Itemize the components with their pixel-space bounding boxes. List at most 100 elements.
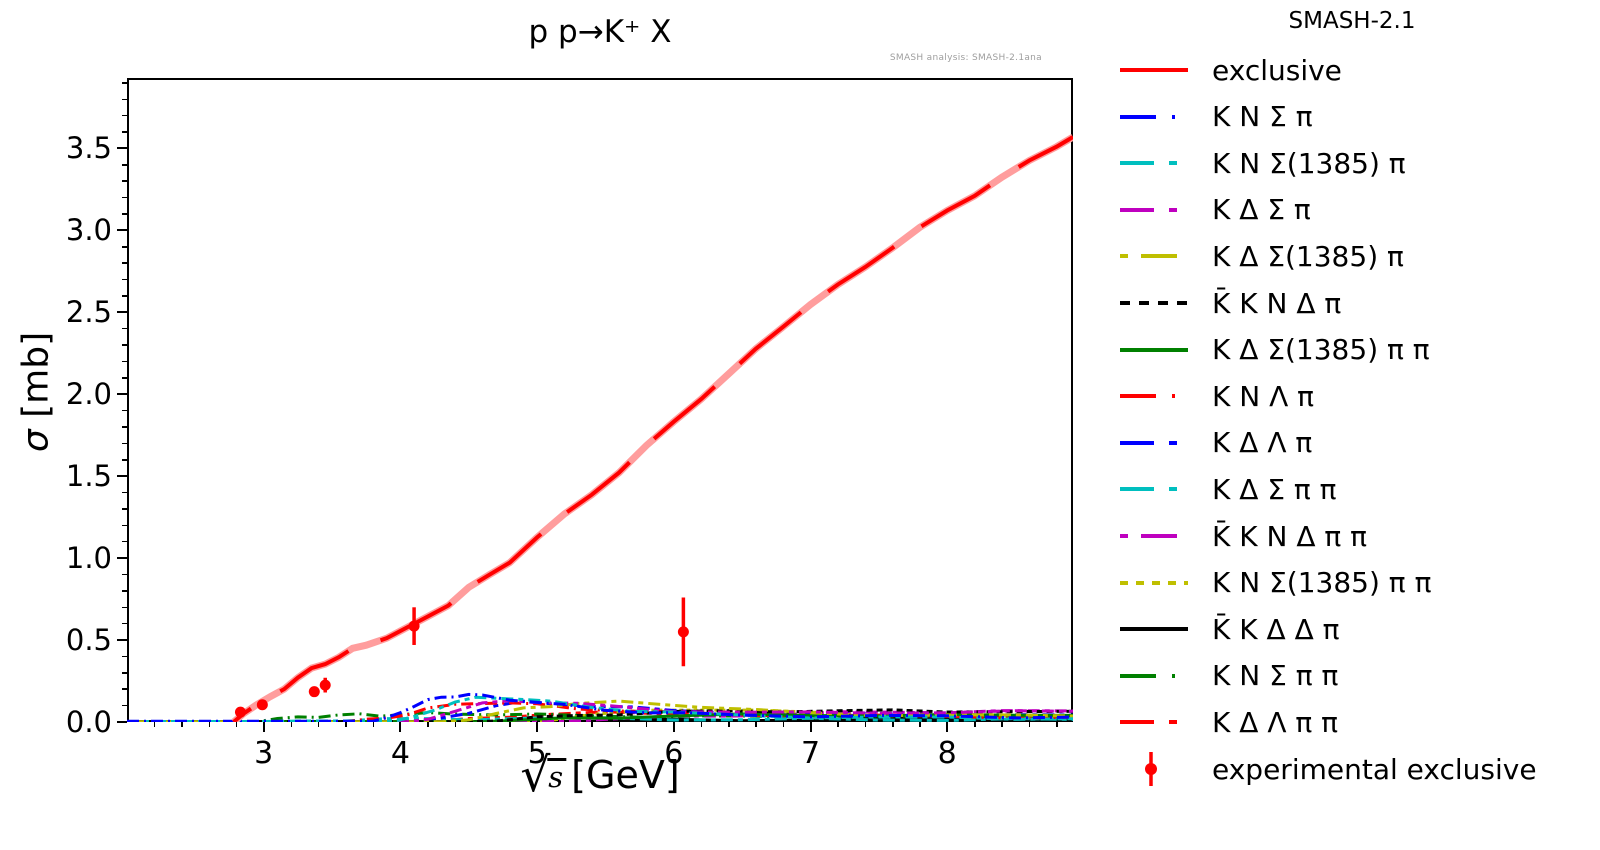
x-minor-tick	[782, 722, 785, 727]
x-minor-tick	[153, 722, 156, 727]
x-axis-unit: [GeV]	[571, 753, 680, 797]
legend-entry-k: K Δ Σ π	[1118, 187, 1311, 233]
y-major-tick	[117, 721, 127, 723]
x-minor-tick	[618, 722, 621, 727]
series-line-exclusive	[232, 135, 1073, 722]
legend-entry-k-1385: K Δ Σ(1385) π π	[1118, 327, 1430, 373]
x-minor-tick	[755, 722, 757, 727]
y-tick-label: 1.0	[65, 541, 112, 576]
legend-entry-k-k-n: K̄ K N Δ π	[1118, 280, 1341, 326]
x-minor-tick	[345, 722, 347, 727]
legend-entry-experimental-exclusive: experimental exclusive	[1118, 746, 1537, 792]
experimental-point-5	[677, 597, 689, 667]
data-marker	[234, 706, 246, 718]
legend-entry-k: K Δ Σ π π	[1118, 466, 1337, 512]
y-tick-label: 1.5	[65, 459, 112, 494]
chart-title: p p→K⁺ X	[528, 14, 672, 50]
y-minor-tick	[122, 672, 127, 674]
data-marker	[256, 699, 268, 711]
x-minor-tick	[509, 722, 511, 727]
x-tick-label: 8	[937, 736, 957, 771]
legend-line-swatch	[1120, 207, 1188, 212]
y-minor-tick	[122, 491, 127, 494]
sqrt-radicand-s: s	[547, 758, 567, 792]
y-minor-tick	[122, 295, 127, 297]
legend-entry-label: K Δ Σ π	[1212, 193, 1311, 227]
x-minor-tick	[864, 722, 867, 727]
y-tick-label: 2.5	[65, 295, 112, 330]
legend-entry-label: experimental exclusive	[1212, 752, 1537, 786]
x-major-tick	[399, 722, 402, 732]
y-minor-tick	[122, 426, 127, 428]
legend-entry-label: K N Λ π	[1212, 379, 1315, 413]
legend-errorbar-marker	[1145, 752, 1157, 786]
y-tick-label: 3.5	[65, 131, 112, 166]
legend-entry-k-k-n: K̄ K N Δ π π	[1118, 513, 1367, 559]
x-minor-tick	[454, 722, 457, 727]
experimental-point-3	[319, 677, 331, 693]
legend-entry-k-n: K N Λ π	[1118, 373, 1314, 419]
y-minor-tick	[122, 246, 127, 248]
legend-entry-label: exclusive	[1212, 53, 1342, 87]
sigma-symbol: σ	[15, 429, 57, 453]
y-minor-tick	[122, 655, 127, 658]
legend-title: SMASH-2.1	[1288, 8, 1416, 34]
legend-entry-k-n: K N Σ π π	[1118, 653, 1338, 699]
x-tick-label: 6	[664, 736, 684, 771]
legend-line-swatch	[1120, 114, 1188, 119]
y-minor-tick	[122, 213, 127, 215]
data-marker	[308, 686, 320, 698]
x-minor-tick	[290, 722, 293, 727]
legend-line-swatch	[1120, 68, 1188, 72]
y-minor-tick	[122, 114, 127, 117]
y-minor-tick	[122, 508, 127, 510]
x-major-tick	[809, 722, 812, 732]
series-band-exclusive	[231, 133, 1073, 722]
x-minor-tick	[919, 722, 921, 727]
legend-line-swatch	[1120, 580, 1188, 585]
y-minor-tick	[122, 344, 127, 346]
series-line-k-n	[127, 692, 1073, 722]
series-line-k	[127, 699, 1073, 722]
y-major-tick	[117, 311, 127, 314]
y-minor-tick	[122, 360, 127, 363]
legend-entry-label: K N Σ(1385) π	[1212, 146, 1406, 180]
x-tick-label: 7	[800, 736, 821, 771]
legend-line-swatch	[1120, 440, 1188, 445]
x-minor-tick	[700, 722, 703, 727]
x-minor-tick	[728, 722, 730, 727]
experimental-point-4	[408, 607, 420, 645]
y-major-tick	[117, 147, 127, 150]
y-tick-label: 2.0	[65, 377, 112, 412]
y-minor-tick	[122, 98, 127, 101]
legend-entry-label: K Δ Λ π	[1212, 426, 1313, 460]
y-major-tick	[117, 475, 127, 478]
legend-entry-k-1385: K Δ Σ(1385) π	[1118, 233, 1404, 279]
y-minor-tick	[122, 459, 127, 461]
legend-entry-k-n-1385: K N Σ(1385) π	[1118, 140, 1406, 186]
y-axis-unit: [mb]	[15, 331, 57, 430]
x-minor-tick	[645, 722, 648, 727]
y-minor-tick	[122, 82, 127, 84]
chart-canvas	[127, 133, 1073, 722]
x-minor-tick	[1056, 722, 1058, 727]
legend-entry-label: K̄ K Δ Δ π	[1212, 612, 1340, 646]
y-minor-tick	[122, 540, 127, 543]
sqrt-radical-symbol: √	[520, 748, 551, 803]
data-marker	[677, 626, 689, 638]
y-major-tick	[117, 393, 127, 396]
y-minor-tick	[122, 688, 127, 690]
x-minor-tick	[1028, 722, 1031, 727]
legend-line-swatch	[1120, 487, 1188, 492]
data-marker	[319, 679, 331, 691]
x-minor-tick	[317, 722, 320, 727]
experimental-point-1	[256, 699, 268, 711]
legend-entry-label: K Δ Σ(1385) π π	[1212, 333, 1430, 367]
x-major-tick	[262, 722, 265, 732]
y-tick-label: 0.5	[65, 623, 112, 658]
legend-entry-label: K N Σ(1385) π π	[1212, 566, 1432, 600]
y-minor-tick	[122, 377, 127, 379]
legend-entry-label: K N Σ π π	[1212, 659, 1339, 693]
x-major-tick	[672, 722, 675, 732]
legend-entry-label: K Δ Σ π π	[1212, 472, 1337, 506]
